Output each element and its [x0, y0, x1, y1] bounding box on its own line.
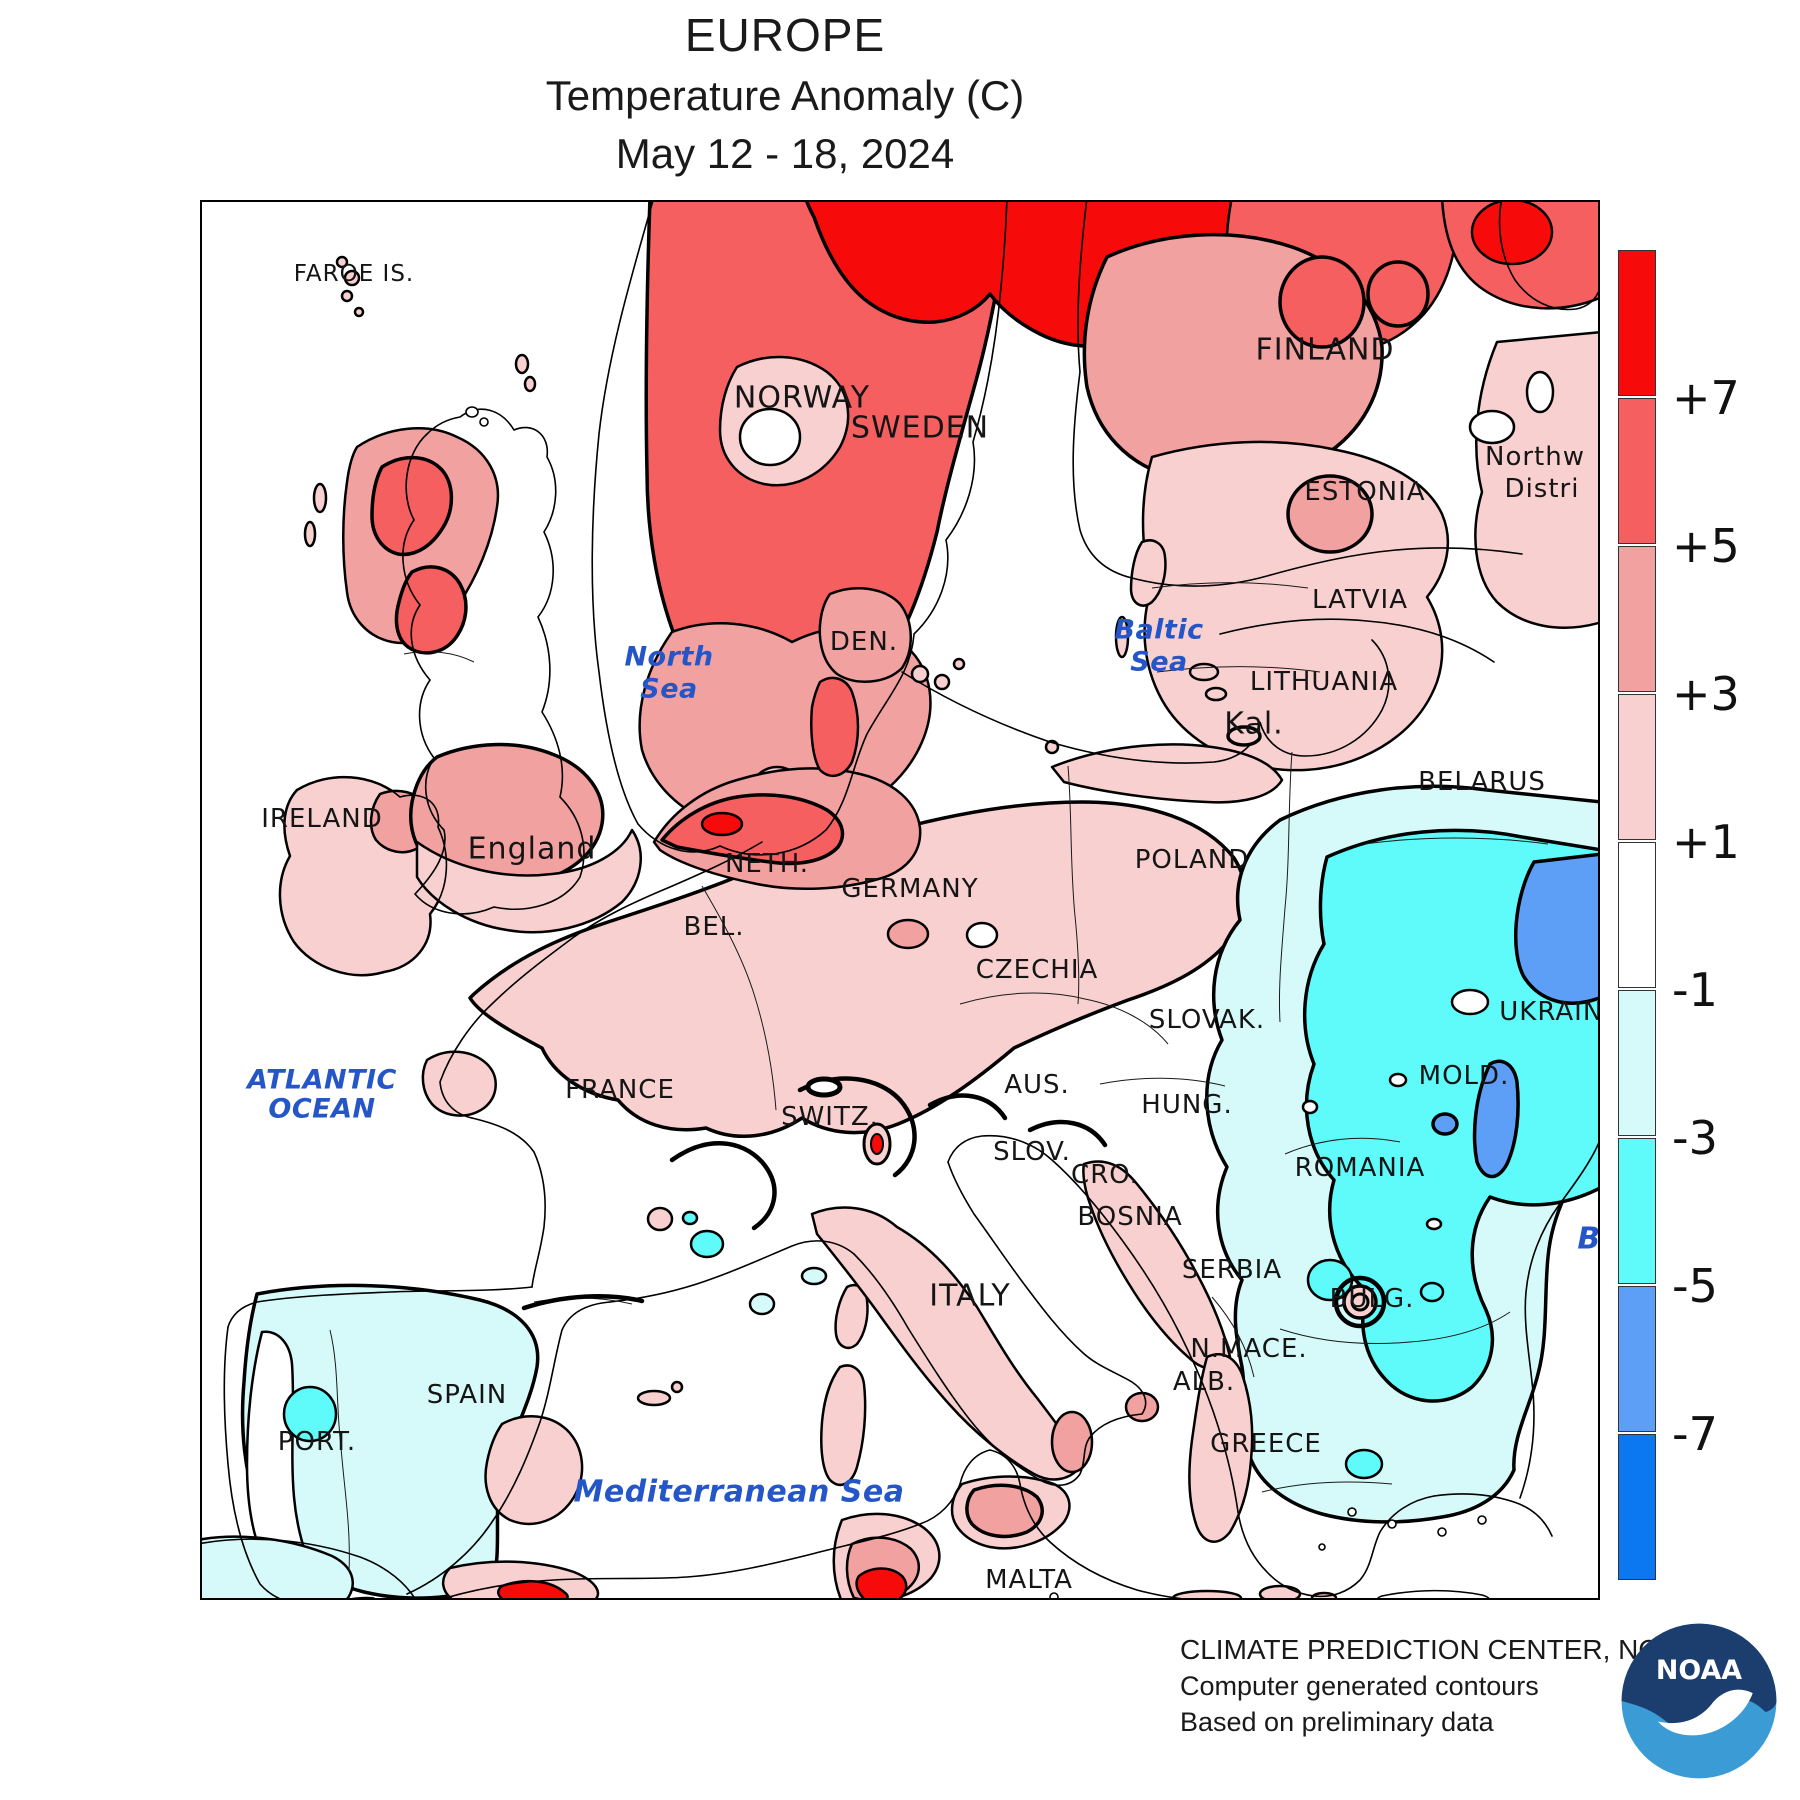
map-label-baltic: Baltic	[1114, 614, 1204, 646]
legend-segment-4	[1618, 842, 1656, 988]
map-label-mold: MOLD.	[1418, 1061, 1510, 1091]
map-label-england: England	[467, 831, 597, 867]
map-label-port: PORT.	[277, 1427, 357, 1457]
map-label-ocean: OCEAN	[268, 1093, 376, 1125]
map-label-slovak: SLOVAK.	[1148, 1005, 1266, 1035]
map-labels: FAROE IS. NORWAY SWEDEN FINLAND ESTONIA LATVI…	[202, 202, 1598, 1598]
map-label-alb: ALB.	[1172, 1367, 1236, 1397]
map-label-neth: NETH.	[724, 849, 810, 879]
map-label-latvia: LATVIA	[1312, 585, 1408, 615]
map-label-switz: SWITZ.	[781, 1102, 879, 1132]
map-label-sea: Sea	[640, 673, 698, 705]
credits-method: Computer generated contours	[1180, 1671, 1539, 1701]
map-label-distri: Distri	[1504, 474, 1580, 504]
legend-segment-0	[1618, 250, 1656, 396]
thick-contours	[521, 725, 1387, 1329]
map-label-slov: SLOV.	[993, 1137, 1071, 1167]
legend-segments	[1618, 250, 1658, 1582]
legend-tick--3: -3	[1672, 1111, 1718, 1165]
map-label-belarus: BELARUS	[1418, 767, 1546, 797]
map-label-norway: NORWAY	[733, 380, 871, 416]
map-label-atlantic: ATLANTIC	[247, 1064, 397, 1096]
legend-tick-+7: +7	[1672, 371, 1740, 425]
legend-tick-+1: +1	[1672, 815, 1740, 869]
map-label-serbia: SERBIA	[1181, 1255, 1283, 1285]
noaa-logo: NOAA	[1620, 1622, 1778, 1780]
europe-anomaly-map	[202, 202, 1598, 1598]
legend-segment-2	[1618, 546, 1656, 692]
map-label-bosnia: BOSNIA	[1077, 1202, 1183, 1232]
map-label-bulg: BULG.	[1329, 1284, 1415, 1314]
map-label-finland: FINLAND	[1255, 332, 1395, 368]
noaa-logo-graphic: NOAA	[1621, 1623, 1777, 1779]
map-label-greece: GREECE	[1210, 1429, 1322, 1459]
map-label-hung: HUNG.	[1141, 1090, 1233, 1120]
map-label-north: North	[624, 641, 714, 673]
map-label-ukraine: UKRAINE	[1499, 997, 1598, 1027]
map-area: FAROE IS. NORWAY SWEDEN FINLAND ESTONIA LATVI…	[200, 200, 1600, 1600]
map-label-n-mace: N.MACE.	[1190, 1334, 1308, 1364]
map-label-france: FRANCE	[565, 1075, 675, 1105]
legend-segment-7	[1618, 1286, 1656, 1432]
gull-icon	[1657, 1689, 1753, 1736]
map-label-b: B	[1577, 1221, 1600, 1257]
map-label-spain: SPAIN	[426, 1380, 508, 1410]
map-label-romania: ROMANIA	[1294, 1153, 1426, 1183]
legend-tick--7: -7	[1672, 1407, 1718, 1461]
credits-data-note: Based on preliminary data	[1180, 1707, 1494, 1737]
anomaly-fields	[202, 202, 1598, 1598]
page-title: EUROPE	[684, 9, 886, 61]
legend-segment-6	[1618, 1138, 1656, 1284]
map-label-czechia: CZECHIA	[975, 955, 1099, 985]
page-subtitle: Temperature Anomaly (C)	[545, 72, 1025, 119]
legend-segment-5	[1618, 990, 1656, 1136]
map-label-poland: POLAND	[1134, 845, 1250, 875]
map-label-cro: CRO.	[1071, 1160, 1139, 1190]
date-range: May 12 - 18, 2024	[615, 130, 955, 177]
title-block: EUROPE Temperature Anomaly (C) May 12 - …	[0, 8, 1570, 178]
map-label-lithuania: LITHUANIA	[1249, 667, 1399, 697]
map-label-estonia: ESTONIA	[1304, 477, 1426, 507]
map-label-malta: MALTA	[985, 1565, 1073, 1595]
map-label-sweden: SWEDEN	[850, 410, 990, 446]
map-label-mediterranean-sea: Mediterranean Sea	[573, 1474, 905, 1510]
credits-agency: CLIMATE PREDICTION CENTER, NOAA	[1180, 1634, 1698, 1665]
noaa-logo-text: NOAA	[1656, 1655, 1742, 1686]
legend-segment-3	[1618, 694, 1656, 840]
legend-tick--1: -1	[1672, 963, 1718, 1017]
legend-tick-+3: +3	[1672, 667, 1740, 721]
map-label-den: DEN.	[829, 627, 899, 657]
coastlines	[202, 202, 1598, 1598]
legend-tick--5: -5	[1672, 1259, 1718, 1313]
map-label-aus: AUS.	[1004, 1070, 1070, 1100]
map-label-bel: BEL.	[683, 912, 745, 942]
legend-ticks: +7 +5 +3 +1 -1 -3 -5 -7	[1672, 250, 1792, 1590]
map-label-sea: Sea	[1130, 646, 1188, 678]
legend-tick-+5: +5	[1672, 519, 1740, 573]
map-label-italy: ITALY	[929, 1278, 1011, 1314]
map-label-ireland: IRELAND	[261, 804, 383, 834]
legend-segment-1	[1618, 398, 1656, 544]
map-label-kal: Kal.	[1224, 706, 1284, 742]
map-label-germany: GERMANY	[841, 874, 979, 904]
map-label-northw: Northw	[1485, 442, 1585, 472]
map-label-faroe-is: FAROE IS.	[293, 261, 415, 287]
credits-block: CLIMATE PREDICTION CENTER, NOAA Computer…	[1180, 1634, 1698, 1738]
legend-segment-8	[1618, 1434, 1656, 1580]
